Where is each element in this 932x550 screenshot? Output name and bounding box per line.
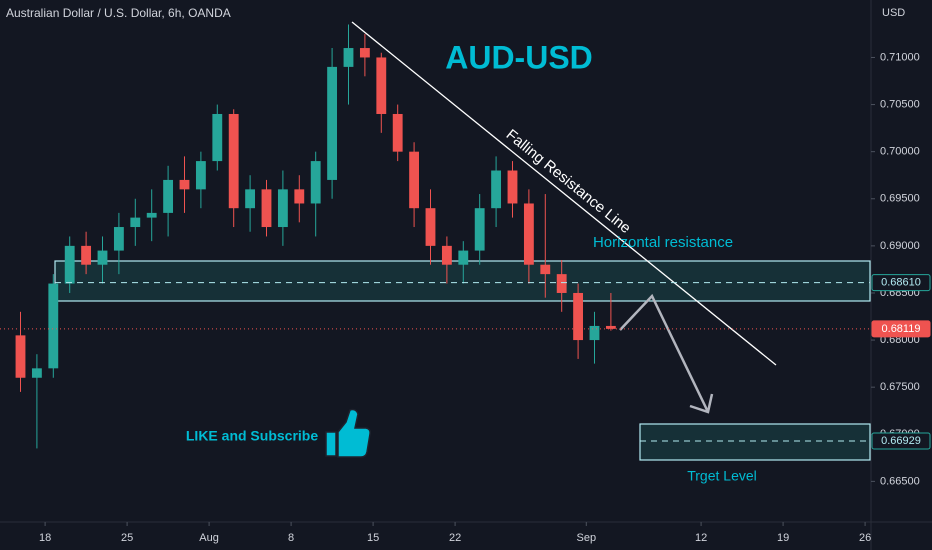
candle-body (130, 217, 141, 228)
x-tick-label: Aug (199, 532, 219, 544)
y-tick-label: 0.67500 (880, 381, 920, 393)
candle-body (327, 66, 338, 180)
candle-body (507, 170, 518, 204)
candle-body (589, 325, 600, 341)
candle-body (64, 245, 75, 284)
candle-body (556, 274, 567, 293)
candle-body (97, 250, 108, 265)
annotation: Trget Level (687, 468, 757, 484)
y-tick-label: 0.71000 (880, 51, 920, 63)
candle-body (294, 189, 305, 204)
candle-body (81, 245, 92, 265)
candle-body (458, 250, 469, 265)
price-tag-label: 0.66929 (881, 435, 921, 447)
candle-body (212, 113, 223, 162)
x-tick-label: 22 (449, 532, 461, 544)
candle-body (392, 113, 403, 152)
candle-body (343, 48, 354, 67)
chart-title: Australian Dollar / U.S. Dollar, 6h, OAN… (6, 6, 231, 20)
candle-body (245, 189, 256, 209)
target-zone (639, 423, 871, 461)
thumbs-up-icon (325, 408, 371, 458)
candle-body (179, 179, 190, 190)
falling-resistance-line (351, 21, 777, 366)
candle-body (441, 245, 452, 265)
price-tag-label: 0.68610 (881, 277, 921, 289)
price-tag (871, 320, 931, 338)
candle-body (163, 179, 174, 213)
x-tick-label: 12 (695, 532, 707, 544)
y-tick-label: 0.70000 (880, 146, 920, 158)
annotation: Horizontal resistance (593, 234, 733, 251)
arrow-head (689, 393, 714, 414)
candle-body (409, 151, 420, 209)
candle-body (376, 57, 387, 114)
candle-body (540, 264, 551, 275)
candle-body (195, 161, 206, 190)
candle-body (573, 292, 584, 341)
candle-body (113, 227, 124, 251)
candle-body (228, 113, 239, 209)
candle-body (31, 368, 42, 378)
candle-body (605, 325, 616, 329)
candle-body (523, 203, 534, 265)
candle-body (359, 48, 370, 58)
candle-body (15, 335, 26, 378)
candle-body (491, 170, 502, 209)
candle-body (48, 283, 59, 369)
price-tag-label: 0.68119 (882, 323, 921, 335)
x-tick-label: 19 (777, 532, 789, 544)
candle-body (474, 208, 485, 251)
projection-arrow (619, 293, 710, 413)
y-tick-label: 0.69500 (880, 193, 920, 205)
candle-body (310, 161, 321, 204)
candle-body (146, 212, 157, 218)
price-tag (871, 432, 931, 450)
resistance-zone (54, 260, 871, 302)
x-tick-label: 18 (39, 532, 51, 544)
x-tick-label: 8 (288, 532, 294, 544)
currency: USD (882, 7, 905, 19)
headline: AUD-USD (445, 39, 593, 75)
y-tick-label: 0.69000 (880, 240, 920, 252)
price-tag (871, 274, 931, 292)
annotation: LIKE and Subscribe (186, 428, 318, 444)
y-tick-label: 0.70500 (880, 98, 920, 110)
candle-body (277, 189, 288, 228)
marks (15, 24, 616, 449)
x-tick-label: 26 (859, 532, 871, 544)
candle-body (425, 208, 436, 246)
x-tick-label: 15 (367, 532, 379, 544)
x-tick-label: Sep (576, 532, 596, 544)
candle-body (261, 189, 272, 228)
y-tick-label: 0.66500 (880, 475, 920, 487)
x-tick-label: 25 (121, 532, 133, 544)
